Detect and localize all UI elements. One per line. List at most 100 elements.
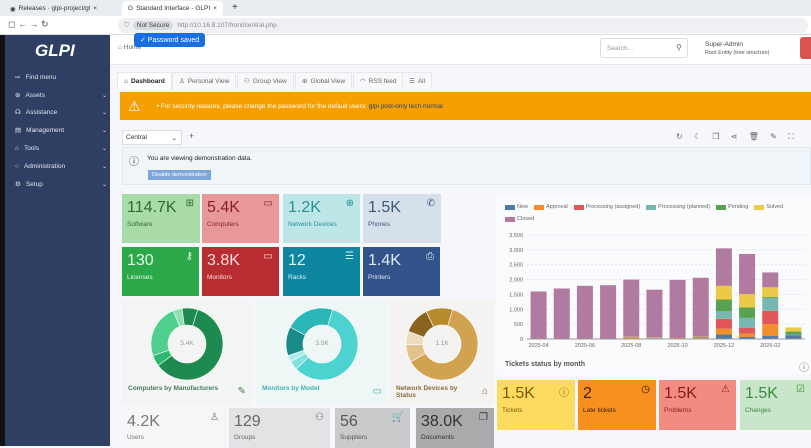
tab-dashboard[interactable]: ⌂Dashboard — [117, 72, 172, 89]
bar-segment[interactable] — [716, 248, 732, 285]
bar-segment[interactable] — [762, 311, 778, 324]
bar-segment[interactable] — [716, 335, 732, 339]
bar-segment[interactable] — [554, 288, 570, 339]
sidebar-item-assets[interactable]: ⊛Assets⌄ — [15, 88, 107, 102]
tab-rss-feed[interactable]: ◠RSS feed — [353, 72, 404, 89]
bar-segment[interactable] — [762, 272, 778, 287]
sidebar-item-setup[interactable]: ⚙Setup⌄ — [15, 177, 107, 191]
bar-segment[interactable] — [600, 285, 616, 339]
add-dashboard-button[interactable]: + — [189, 131, 194, 141]
tab-group-view[interactable]: ⚇Group View — [237, 72, 294, 89]
bar-segment[interactable] — [716, 319, 732, 329]
delete-icon[interactable]: 🗑 — [749, 132, 759, 141]
donut-slice[interactable] — [151, 311, 180, 356]
bar-segment[interactable] — [762, 287, 778, 297]
donut-title[interactable]: Network Devices by Status — [396, 385, 470, 399]
stat-label: Tickets — [502, 407, 570, 414]
search-input[interactable]: Search... — [600, 38, 688, 58]
bar-segment[interactable] — [623, 280, 639, 337]
bar-segment[interactable] — [762, 298, 778, 311]
bar-segment[interactable] — [739, 308, 755, 318]
fullscreen-icon[interactable]: ⛶ — [788, 132, 794, 141]
bar-segment[interactable] — [693, 337, 709, 338]
donut-title[interactable]: Monitors by Model — [262, 385, 364, 392]
tab-personal-view[interactable]: ♙Personal View — [172, 72, 236, 89]
bar-segment[interactable] — [739, 294, 755, 307]
search-icon[interactable]: ⚲ — [676, 43, 682, 52]
bar-segment[interactable] — [646, 290, 662, 338]
bar-segment[interactable] — [670, 280, 686, 338]
bar-segment[interactable] — [693, 338, 709, 339]
bar-segment[interactable] — [739, 328, 755, 334]
avatar[interactable] — [800, 37, 811, 59]
default-users-link[interactable]: glpi post-only tech normal — [369, 103, 443, 110]
sidebar-item-find-menu[interactable]: ⇨Find menu — [15, 70, 107, 84]
dashboard-toolbar[interactable]: ↻ ☾ ❐ ⋖ 🗑 ✎ ⛶ — [676, 132, 794, 142]
sidebar-item-administration[interactable]: ○Administration⌄ — [15, 159, 107, 173]
bar-segment[interactable] — [739, 318, 755, 328]
tab-all[interactable]: ☰All — [402, 72, 432, 89]
bar-segment[interactable] — [716, 311, 732, 318]
bar-segment[interactable] — [739, 334, 755, 337]
nav-icons[interactable]: ◻ ← → ↻ — [8, 19, 49, 30]
donut-title[interactable]: Computers by Manufacturers — [128, 385, 228, 392]
y-tick-label: 500 — [514, 322, 523, 328]
refresh-icon[interactable]: ↻ — [676, 132, 683, 141]
entity-name[interactable]: Root Entity (tree structure) — [705, 50, 770, 56]
demo-info: ⓘ You are viewing demonstration data. Di… — [122, 147, 811, 185]
clone-icon[interactable]: ❐ — [712, 132, 719, 141]
bar-segment[interactable] — [785, 335, 801, 339]
info-icon[interactable]: ⓘ — [799, 359, 809, 374]
share-icon[interactable]: ⋖ — [731, 132, 738, 141]
edit-icon[interactable]: ✎ — [770, 132, 777, 141]
sidebar-item-management[interactable]: ▤Management⌄ — [15, 123, 107, 137]
bar-segment[interactable] — [739, 254, 755, 294]
header: ⌂ Home Search... ⚲ Super-Admin Root Enti… — [110, 35, 811, 65]
bar-segment[interactable] — [716, 286, 732, 300]
night-mode-icon[interactable]: ☾ — [694, 132, 701, 141]
bar-segment[interactable] — [785, 332, 801, 335]
bar-segment[interactable] — [785, 335, 801, 336]
close-icon[interactable]: × — [213, 5, 217, 12]
stat-label: Documents — [421, 434, 489, 441]
bar-segment[interactable] — [716, 329, 732, 335]
disable-demonstration-button[interactable]: Disable demonstration — [148, 170, 211, 180]
bar-segment[interactable] — [716, 299, 732, 311]
dashboard-select[interactable]: Central⌄ — [122, 130, 182, 145]
assistance-icon: ☊ — [15, 108, 21, 116]
sidebar-item-assistance[interactable]: ☊Assistance⌄ — [15, 105, 107, 119]
bar-segment[interactable] — [785, 327, 801, 331]
security-badge[interactable]: Not Secure — [133, 21, 174, 30]
sidebar-item-tools[interactable]: ⌂Tools⌄ — [15, 141, 107, 155]
close-icon[interactable]: × — [93, 5, 97, 12]
bar-segment[interactable] — [531, 291, 547, 339]
bar-segment[interactable] — [762, 324, 778, 336]
new-tab-button[interactable]: + — [232, 2, 238, 13]
bar-segment[interactable] — [762, 297, 778, 298]
bar-segment[interactable] — [623, 338, 639, 339]
bar-segment[interactable] — [693, 278, 709, 337]
user-name[interactable]: Super-Admin — [705, 41, 743, 48]
browser-tab[interactable]: ◉Releases · glpi-project/gl× — [4, 1, 103, 16]
tab-global-view[interactable]: ⊕Global View — [295, 72, 352, 89]
cart-icon: 🛒 — [392, 412, 404, 423]
bar-segment[interactable] — [577, 286, 593, 339]
